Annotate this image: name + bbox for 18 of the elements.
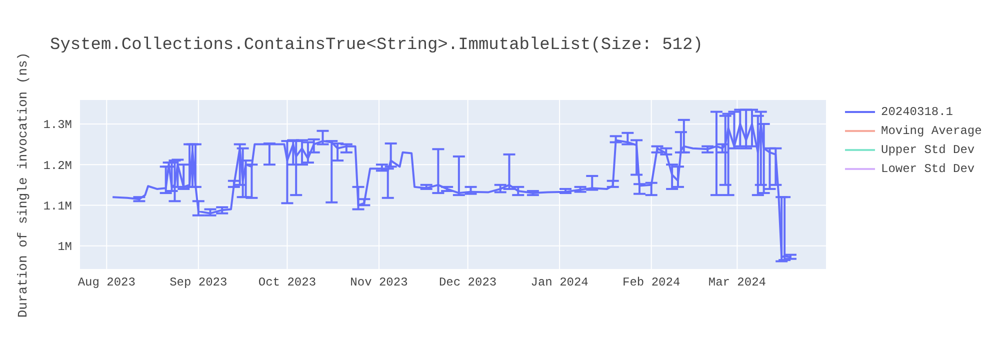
legend-label: Lower Std Dev	[881, 162, 975, 176]
x-tick-label: Aug 2023	[78, 276, 136, 290]
x-tick-label: Dec 2023	[438, 276, 497, 290]
legend-label: 20240318.1	[881, 104, 954, 118]
x-tick-label: Feb 2024	[622, 276, 680, 290]
x-tick-label: Oct 2023	[258, 276, 316, 290]
y-tick-label: 1M	[58, 240, 72, 254]
y-axis-title: Duration of single invocation (ns)	[16, 52, 30, 318]
legend-label: Moving Average	[881, 124, 982, 138]
x-tick-label: Nov 2023	[350, 276, 408, 290]
legend-label: Upper Std Dev	[881, 142, 975, 156]
x-tick-label: Jan 2024	[530, 276, 588, 290]
x-tick-label: Sep 2023	[170, 276, 228, 290]
y-tick-label: 1.1M	[43, 199, 72, 214]
chart-title: System.Collections.ContainsTrue<String>.ImmutableList(Size: 512)	[50, 36, 703, 55]
x-tick-label: Mar 2024	[708, 276, 766, 290]
y-tick-label: 1.2M	[43, 158, 72, 173]
y-tick-label: 1.3M	[43, 118, 72, 132]
